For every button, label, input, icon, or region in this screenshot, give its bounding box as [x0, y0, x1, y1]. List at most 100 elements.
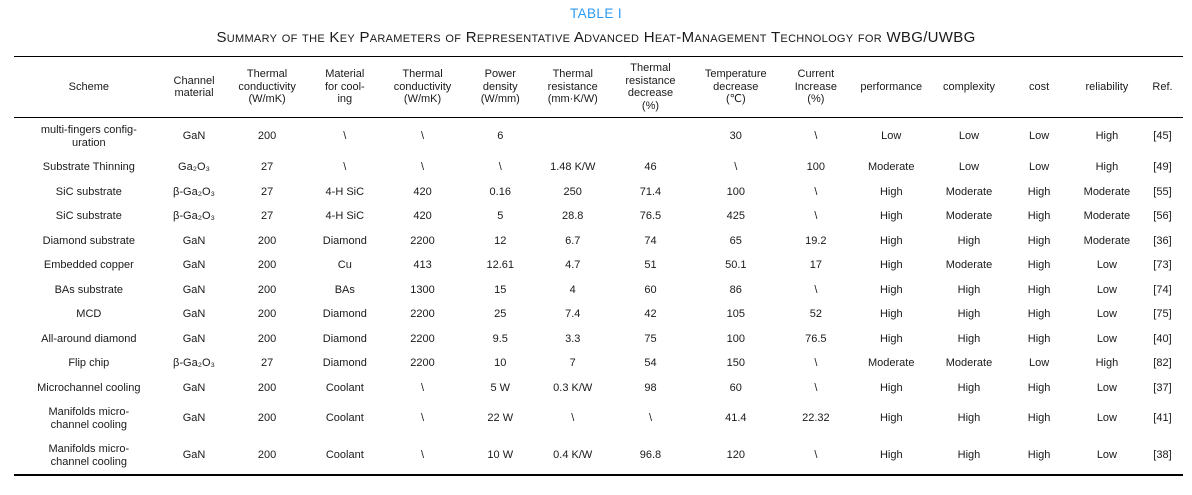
table-cell: 28.8 [562, 210, 584, 222]
table-cell: [74] [1153, 283, 1172, 296]
table-cell: Microchannel cooling [37, 381, 141, 394]
table-cell: 1.48 K/W [550, 161, 596, 173]
table-cell: Low [1029, 357, 1050, 369]
table-cell: SiC substrate [55, 185, 122, 198]
table-cell: \ [343, 161, 347, 173]
table-cell: GaN [182, 283, 206, 296]
table-cell: Moderate [945, 259, 993, 271]
table-cell: 200 [257, 283, 277, 296]
table-cell: 200 [257, 412, 277, 425]
table-cell: Flip chip [68, 357, 110, 369]
column-header-temperature-decrease: Temperature decrease (℃) [690, 56, 781, 118]
table-cell: MCD [76, 308, 102, 320]
table-cell: SiC substrate [55, 210, 122, 222]
table-cell: High [1027, 381, 1051, 394]
table-cell: High [879, 308, 903, 320]
table-cell: [73] [1153, 259, 1172, 271]
table-row: MCD GaN 200 Diamond 2200 25 7.4 42 105 52 High High… [14, 302, 1183, 327]
table-cell: 9.5 [492, 332, 508, 345]
table-cell: 50.1 [725, 259, 747, 271]
table-cell: Low [1096, 259, 1117, 271]
table-caption: TABLE I Summary of the Key Parameters of… [0, 0, 1192, 47]
table-cell: Low [1096, 332, 1117, 345]
table-cell: Low [1096, 449, 1117, 462]
table-cell: 1300 [410, 283, 435, 296]
table-cell: [36] [1153, 234, 1172, 247]
table-cell: 250 [563, 185, 582, 198]
table-cell: 51 [644, 259, 657, 271]
table-cell: Coolant [325, 381, 364, 394]
table-cell: Manifolds micro- channel cooling [48, 406, 130, 431]
table-cell: 22 W [487, 412, 514, 425]
table-cell: 19.2 [805, 234, 827, 247]
table-cell: Diamond [322, 308, 367, 320]
table-cell: High [957, 449, 981, 462]
table-cell: Moderate [945, 357, 993, 369]
table-row: SiC substrate β-Ga₂O₃ 27 4-H SiC 420 5 28.8 76.… [14, 204, 1183, 229]
table-row: SiC substrate β-Ga₂O₃ 27 4-H SiC 420 0.16 250 7… [14, 180, 1183, 205]
table-cell: [75] [1153, 308, 1172, 320]
table-cell: 60 [729, 381, 742, 394]
table-cell: 100 [726, 185, 745, 198]
table-cell: High [1027, 259, 1051, 271]
column-header-thermal-resistance-decrease: Thermal resistance decrease (%) [610, 56, 691, 118]
table-cell: 6 [497, 130, 504, 143]
table-cell: 52 [809, 308, 822, 320]
table-cell: multi-fingers config- uration [40, 124, 137, 149]
table-cell: \ [421, 381, 425, 394]
table-cell: 4-H SiC [325, 210, 365, 222]
table-cell: 7 [569, 357, 576, 369]
table-body: multi-fingers config- uration GaN 200 \ \ 6 30… [14, 118, 1183, 476]
table-cell: 5 W [490, 381, 511, 394]
table-cell: 200 [257, 381, 277, 394]
table-cell: GaN [182, 308, 206, 320]
table-cell: Low [1029, 161, 1050, 173]
table-cell: High [957, 234, 981, 247]
table-row: Microchannel cooling GaN 200 Coolant \ 5 W 0.3… [14, 376, 1183, 401]
table-cell: Coolant [325, 412, 364, 425]
table-row: Substrate Thinning Ga₂O₃ 27 \ \ \ 1.48 K/W 46 \ 1… [14, 155, 1183, 180]
table-cell: High [1027, 308, 1051, 320]
table-cell: 75 [644, 332, 657, 345]
table-cell: 200 [257, 234, 277, 247]
table-row: Diamond substrate GaN 200 Diamond 2200 12 6.7 7… [14, 229, 1183, 254]
table-cell: \ [814, 357, 818, 369]
table-cell: 413 [413, 259, 432, 271]
table-cell: Low [881, 130, 902, 143]
table-cell: [82] [1153, 357, 1172, 369]
table-cell: GaN [182, 449, 206, 462]
table-cell: 2200 [410, 332, 435, 345]
table-cell: High [879, 210, 903, 222]
table-cell: 30 [729, 130, 742, 143]
table-cell: Diamond [322, 234, 367, 247]
table-cell: \ [421, 161, 425, 173]
table-cell: High [1027, 234, 1051, 247]
column-header-performance: performance [850, 56, 932, 118]
table-cell: 76.5 [639, 210, 662, 222]
table-cell: 100 [806, 161, 826, 173]
table-cell: 17 [809, 259, 822, 271]
table-cell: [40] [1153, 332, 1172, 345]
table-label: TABLE I [569, 6, 623, 21]
column-header-thermal-conductivity-channel: Thermal conductivity (W/mK) [224, 56, 310, 118]
table-cell: Cu [337, 259, 352, 271]
column-header-reliability: reliability [1071, 56, 1142, 118]
table-cell: 4 [569, 283, 576, 296]
parameters-table: Scheme Channel material Thermal conducti… [14, 56, 1183, 476]
table-cell: 3.3 [565, 332, 581, 345]
table-cell: 200 [257, 332, 277, 345]
table-cell: [38] [1153, 449, 1172, 462]
table-cell: High [1027, 185, 1051, 198]
table-cell: \ [498, 161, 502, 173]
table-cell: High [1095, 357, 1119, 369]
table-cell: 200 [257, 259, 277, 271]
table-cell: 96.8 [639, 449, 662, 462]
table-cell: 74 [644, 234, 657, 247]
table-cell: 46 [644, 161, 657, 173]
table-cell: 27 [260, 185, 274, 198]
table-row: Manifolds micro- channel cooling GaN 200 Co… [14, 400, 1183, 437]
table-cell: Manifolds micro- channel cooling [48, 443, 130, 468]
table-cell: Moderate [1083, 234, 1131, 247]
table-cell: 27 [260, 357, 274, 369]
table-cell: GaN [182, 234, 206, 247]
